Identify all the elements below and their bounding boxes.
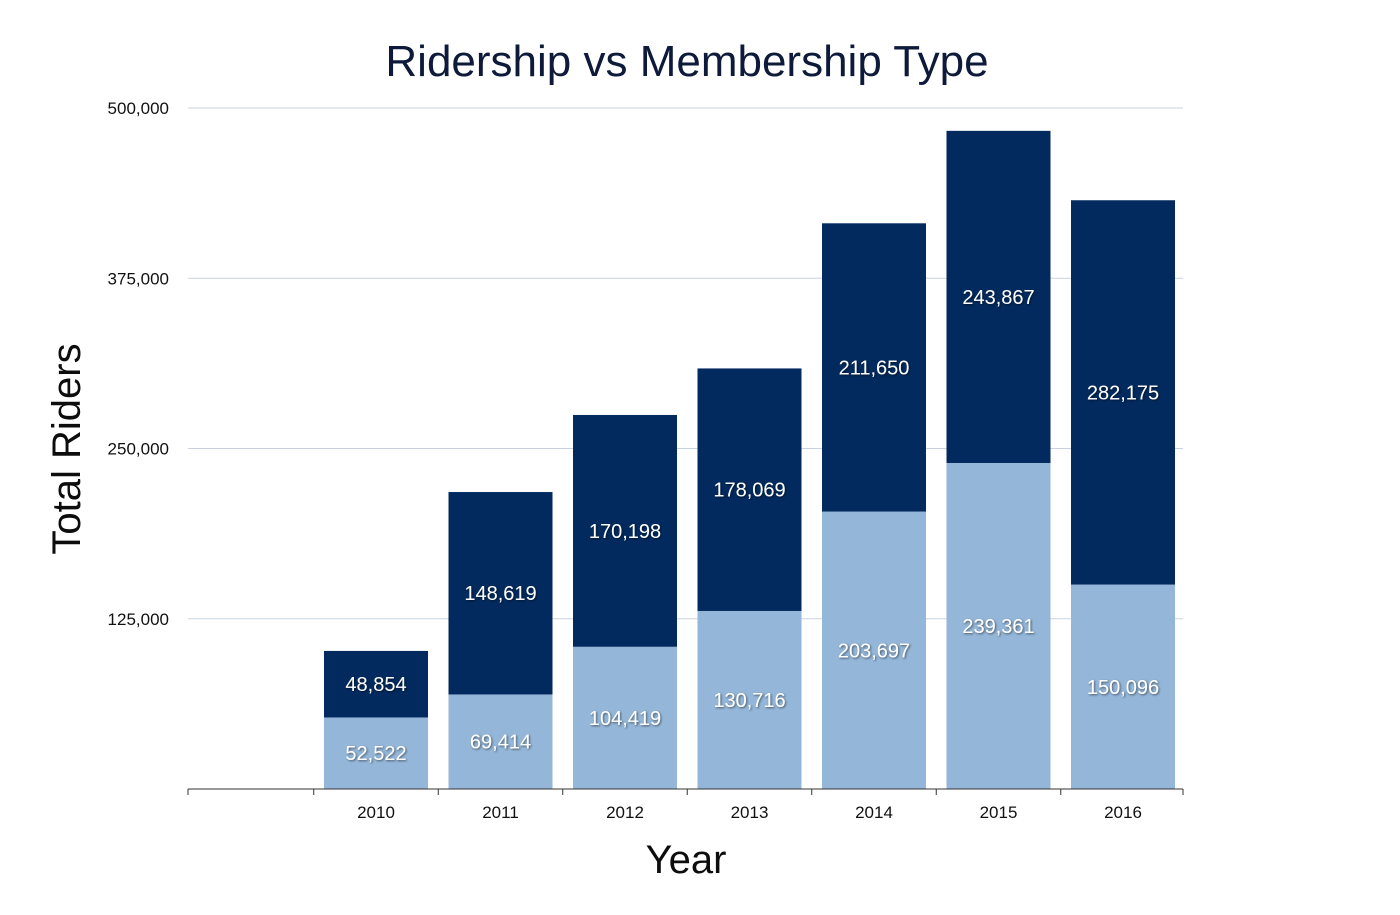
bar-segment (946, 130, 1051, 463)
data-label: 69,414 (470, 732, 531, 754)
data-label: 203,697 (838, 640, 910, 662)
data-label: 148,619 (464, 583, 536, 605)
bar-segment (324, 650, 428, 718)
x-axis-title: Year (646, 838, 727, 882)
bar-segment (1071, 200, 1175, 585)
bar-segment (1071, 584, 1175, 789)
x-axis: 2010 2011 2012 2013 2014 2015 2016 (187, 788, 1184, 822)
bar-segment (822, 223, 926, 512)
bar-segment (324, 717, 428, 789)
data-labels: 52,522 48,854 69,414 148,619 104,419 170,198 1… (345, 287, 1159, 765)
y-axis-title: Total Riders (45, 343, 89, 554)
x-tick-label: 2010 (357, 803, 395, 822)
bar-segment (448, 492, 553, 695)
bar-segment (822, 511, 926, 789)
bars (324, 130, 1175, 789)
data-label: 130,716 (713, 690, 785, 712)
y-tick-label: 250,000 (108, 440, 169, 459)
y-tick-label: 375,000 (108, 269, 169, 288)
data-label: 150,096 (1087, 677, 1159, 699)
y-tick-label: 500,000 (108, 99, 169, 118)
x-tick-label: 2014 (855, 803, 893, 822)
data-label: 243,867 (962, 287, 1034, 309)
data-label: 239,361 (962, 616, 1034, 638)
x-tick-label: 2012 (606, 803, 644, 822)
x-tick-label: 2011 (482, 803, 519, 822)
x-tick-label: 2016 (1104, 803, 1142, 822)
bar-segment (697, 368, 802, 611)
chart-title: Ridership vs Membership Type (385, 37, 988, 86)
data-label: 48,854 (345, 674, 406, 696)
data-label: 170,198 (589, 521, 661, 543)
bar-segment (946, 462, 1051, 789)
y-tick-label: 125,000 (108, 610, 169, 629)
y-axis-ticks: 125,000 250,000 375,000 500,000 (108, 99, 169, 629)
bar-segment (573, 414, 677, 647)
data-label: 282,175 (1087, 382, 1159, 404)
bar-segment (573, 646, 677, 789)
data-label: 52,522 (345, 743, 406, 765)
bar-segment (448, 694, 553, 789)
x-tick-label: 2013 (731, 803, 769, 822)
bar-segment (697, 610, 802, 789)
x-tick-label: 2015 (980, 803, 1018, 822)
data-label: 178,069 (713, 480, 785, 502)
data-label: 104,419 (589, 708, 661, 730)
data-label: 211,650 (839, 357, 910, 379)
